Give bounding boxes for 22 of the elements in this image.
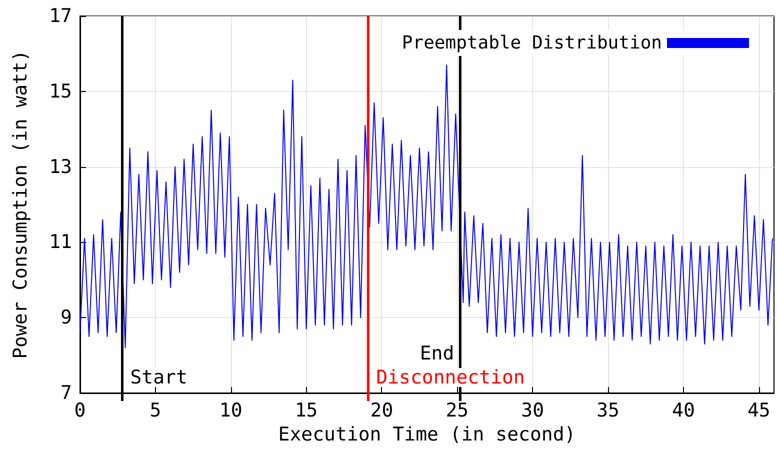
y-tick-label: 13 [49, 156, 72, 178]
x-tick-label: 40 [672, 400, 695, 422]
y-tick-label: 7 [60, 382, 72, 404]
y-axis-title: Power Consumption (in watt) [10, 50, 32, 359]
x-tick-label: 20 [370, 400, 394, 422]
y-tick-label: 17 [49, 5, 72, 27]
ref-line-label: Disconnection [376, 366, 525, 388]
x-tick-label: 15 [294, 400, 318, 422]
x-tick-label: 35 [596, 400, 620, 422]
y-tick-label: 9 [60, 306, 72, 329]
x-tick-label: 25 [446, 400, 469, 422]
x-tick-label: 10 [219, 400, 242, 422]
legend-label: Preemptable Distribution [402, 32, 662, 54]
y-tick-label: 11 [49, 231, 72, 254]
x-tick-label: 45 [747, 400, 770, 422]
x-tick-label: 0 [74, 400, 86, 422]
x-axis-title: Execution Time (in second) [278, 423, 576, 446]
y-tick-label: 15 [49, 80, 72, 102]
ref-line-label: End [420, 342, 454, 364]
x-tick-label: 5 [150, 400, 162, 422]
x-tick-label: 30 [521, 400, 544, 422]
ref-line-label: Start [130, 366, 188, 388]
